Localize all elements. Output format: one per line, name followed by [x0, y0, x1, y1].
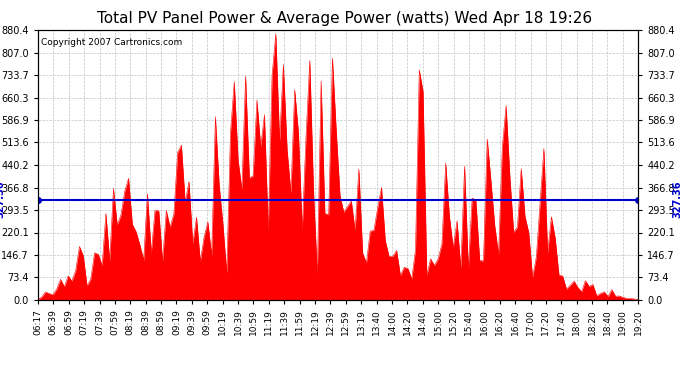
Text: 327.36: 327.36 — [0, 181, 6, 218]
Text: 327.36: 327.36 — [672, 181, 682, 218]
Text: Total PV Panel Power & Average Power (watts) Wed Apr 18 19:26: Total PV Panel Power & Average Power (wa… — [97, 11, 593, 26]
Text: Copyright 2007 Cartronics.com: Copyright 2007 Cartronics.com — [41, 38, 182, 47]
